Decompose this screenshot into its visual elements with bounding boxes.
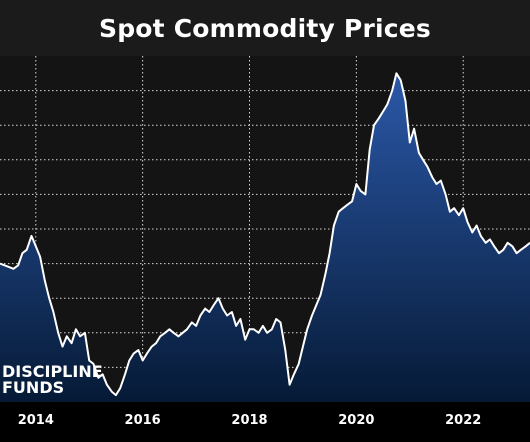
series-line <box>0 72 530 397</box>
logo-line-2: FUNDS <box>2 378 64 397</box>
x-tick-label-2016: 2016 <box>125 413 161 428</box>
discipline-funds-logo: DISCIPLINE FUNDS <box>2 362 103 397</box>
x-tick-label-2014: 2014 <box>18 413 54 428</box>
title-bar: Spot Commodity Prices <box>0 0 530 56</box>
logo-line-1: DISCIPLINE <box>2 362 103 381</box>
x-tick-label-2018: 2018 <box>231 413 267 428</box>
x-tick-labels: 2014 2016 2018 2020 2022 <box>18 413 482 428</box>
series-area <box>0 73 530 403</box>
x-axis-band <box>0 402 530 442</box>
chart-title: Spot Commodity Prices <box>98 13 432 43</box>
x-tick-label-2022: 2022 <box>445 413 481 428</box>
x-tick-label-2020: 2020 <box>338 413 374 428</box>
